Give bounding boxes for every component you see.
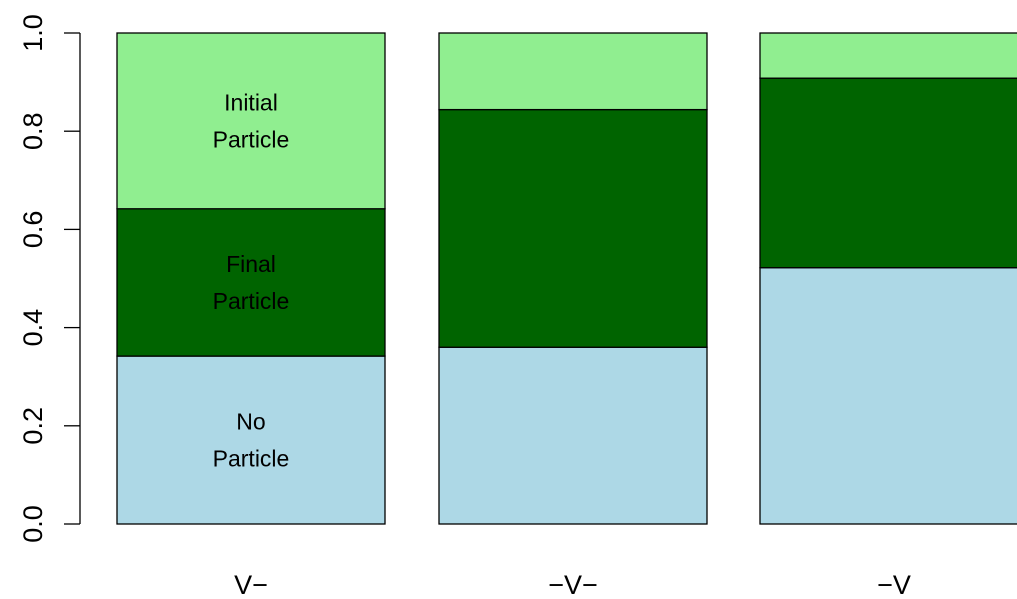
y-axis: 0.0 0.2 0.4 0.6 0.8 1.0 [18, 14, 81, 543]
x-category-label: V− [234, 570, 268, 599]
y-tick-label: 0.2 [18, 407, 48, 445]
segment-label-no-particle: Particle [213, 446, 290, 472]
bars [116, 32, 1017, 525]
segment-labels: No Particle Final Particle Initial Particle [213, 89, 290, 471]
bar-segment-final-particle [759, 77, 1017, 269]
segment-label-final-particle: Final [226, 251, 276, 277]
x-category-label: −V [877, 570, 911, 599]
segment-label-no-particle: No [236, 409, 265, 435]
y-tick-label: 0.8 [18, 112, 48, 150]
segment-label-initial-particle: Initial [224, 89, 278, 115]
bar-segment-initial-particle [116, 32, 386, 210]
x-axis-labels: V− −V− −V [234, 570, 911, 599]
bar-segment-initial-particle [438, 32, 708, 111]
bar-segment-final-particle [438, 108, 708, 348]
bar-segment-no-particle [116, 355, 386, 525]
y-tick-label: 0.6 [18, 211, 48, 249]
segment-label-initial-particle: Particle [213, 126, 290, 152]
bar-segment-no-particle [438, 346, 708, 525]
y-tick-label: 0.0 [18, 505, 48, 543]
y-tick-label: 0.4 [18, 309, 48, 347]
segment-label-final-particle: Particle [213, 288, 290, 314]
bar-segment-final-particle [116, 208, 386, 357]
bar-segment-initial-particle [759, 32, 1017, 79]
y-tick-label: 1.0 [18, 14, 48, 52]
x-category-label: −V− [548, 570, 598, 599]
bar-segment-no-particle [759, 267, 1017, 525]
